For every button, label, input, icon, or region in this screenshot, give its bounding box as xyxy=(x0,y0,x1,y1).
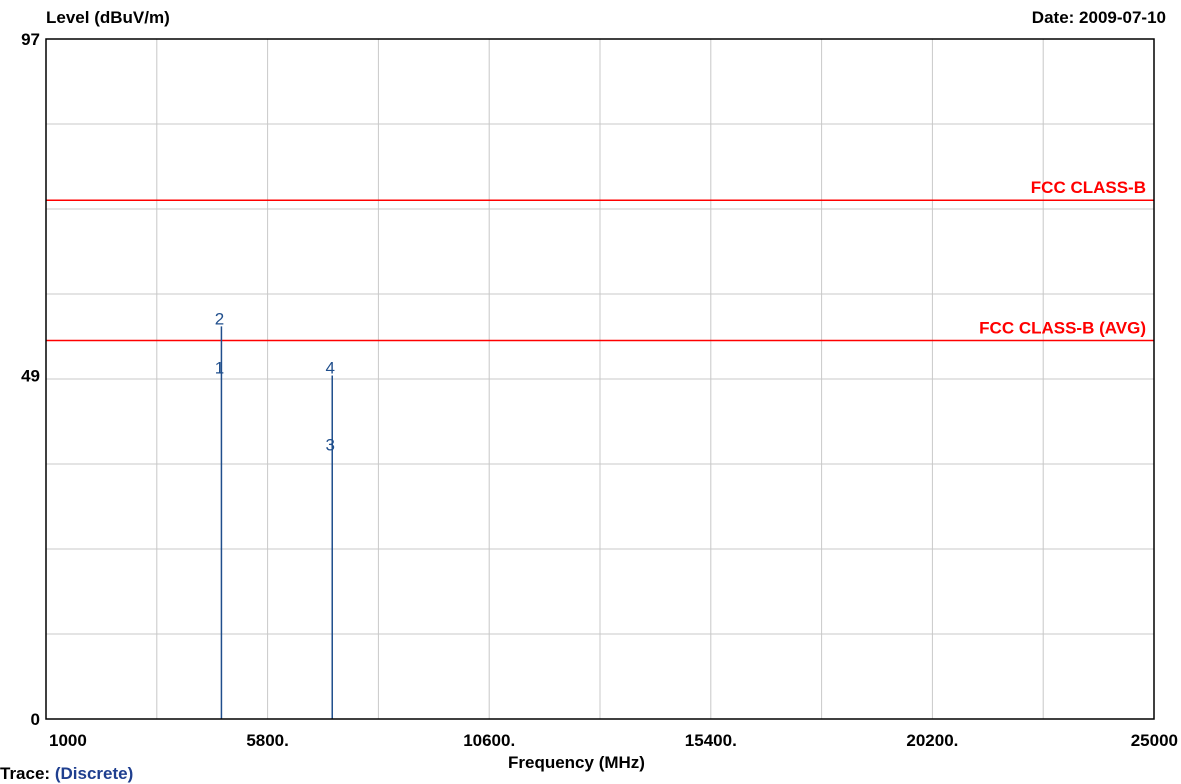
y-tick-label: 49 xyxy=(21,366,40,385)
tick-labels: 1000 5800. 10600. 15400. 20200. 25000 0 49 97 xyxy=(21,30,1178,750)
trace-info: Trace: (Discrete) xyxy=(0,764,133,784)
x-tick-label: 25000 xyxy=(1131,731,1178,750)
y-tick-label: 0 xyxy=(31,710,40,729)
x-tick-label: 5800. xyxy=(246,731,289,750)
y-axis-title: Level (dBuV/m) xyxy=(46,8,170,27)
marker-label: 2 xyxy=(215,309,224,328)
limit-lines: FCC CLASS-B FCC CLASS-B (AVG) xyxy=(46,178,1154,342)
limit-line-label: FCC CLASS-B (AVG) xyxy=(979,318,1146,337)
x-axis-title: Frequency (MHz) xyxy=(508,753,645,772)
x-tick-label: 15400. xyxy=(685,731,737,750)
plot-frame xyxy=(45,38,1155,720)
marker-label: 4 xyxy=(325,358,334,377)
trace-label: Trace: xyxy=(0,764,51,783)
trace-value: (Discrete) xyxy=(54,764,134,783)
grid-lines xyxy=(46,39,1154,719)
marker-label: 3 xyxy=(325,436,334,455)
y-tick-label: 97 xyxy=(21,30,40,49)
x-tick-label: 1000 xyxy=(49,731,87,750)
x-tick-label: 20200. xyxy=(906,731,958,750)
marker-label: 1 xyxy=(215,358,224,377)
x-tick-label: 10600. xyxy=(463,731,515,750)
markers: 1 2 3 4 xyxy=(215,309,335,719)
limit-line-label: FCC CLASS-B xyxy=(1031,178,1146,197)
date-label: Date: 2009-07-10 xyxy=(1031,8,1166,27)
